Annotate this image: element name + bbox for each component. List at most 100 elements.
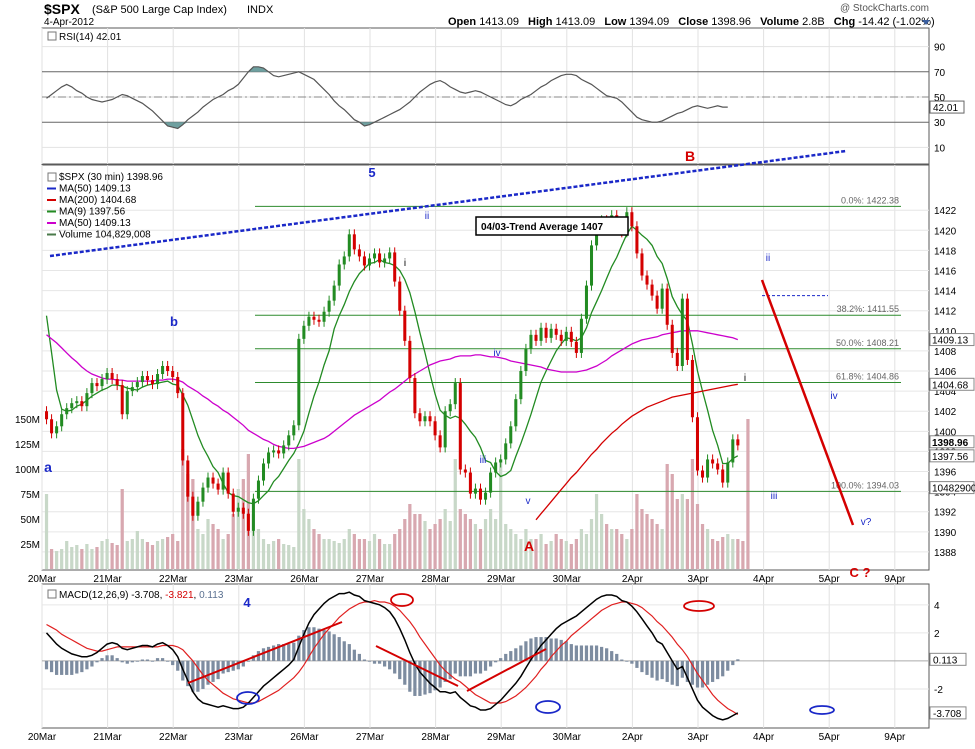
price-bar-body [352,234,356,250]
svg-text:04/03-Trend Average 1407: 04/03-Trend Average 1407 [481,222,604,233]
macd-histogram-bar [120,660,124,663]
macd-histogram-bar [206,660,210,685]
macd-tick-label: 4 [934,601,940,612]
price-bar-body [589,245,594,286]
macd-panel [41,583,930,729]
macd-histogram-bar [337,637,341,661]
price-bar-body [433,421,437,436]
rsi-tick-label: 50 [934,93,946,104]
price-tick-label: 1412 [934,307,957,318]
price-bar-body [484,492,488,500]
macd-histogram-bar [625,660,629,662]
price-bar-body [463,469,467,473]
volume-bar [483,519,488,569]
price-bar-body [90,383,94,394]
fib-label: 38.2%: 1411.55 [837,304,899,314]
macd-histogram-bar [388,660,392,670]
volume-bar [610,529,614,569]
price-bar-body [378,253,382,263]
macd-histogram-bar [559,639,563,661]
macd-histogram-bar [367,660,372,662]
volume-bar [398,529,402,569]
price-tick-label: 1392 [934,508,957,519]
price-bar-body [701,470,705,478]
volume-bar [438,519,442,569]
price-bar-body [408,340,412,379]
rsi-panel [41,27,930,165]
price-bar-body [347,234,351,257]
x-axis-label: 3Apr [687,732,709,743]
price-bar-body [559,334,563,341]
macd-histogram-bar [605,648,609,661]
macd-histogram-bar [282,644,286,661]
price-bar-body [494,462,498,473]
macd-histogram-bar [574,645,578,661]
price-value-tag-label: 1404.68 [932,380,969,391]
volume-bar [160,539,165,569]
x-axis-label: 30Mar [553,574,582,585]
volume-bar [206,519,210,569]
price-tick-label: 1418 [934,246,957,257]
volume-bar [468,519,473,569]
volume-bar [282,544,286,569]
price-bar-body [221,472,225,490]
price-bar-body [171,371,175,378]
price-bar-body [161,365,165,375]
price-bar-body [680,298,684,366]
macd-signal-line [46,599,739,716]
price-bar-body [685,298,689,360]
x-axis-label: 29Mar [487,574,516,585]
price-bar-body [534,334,538,341]
price-bar-body [277,450,281,454]
macd-histogram-bar [110,655,114,661]
price-bar-body [418,413,422,422]
volume-bar [559,539,563,569]
macd-histogram-bar [494,660,498,663]
macd-histogram-bar [569,644,573,661]
macd-histogram-bar [357,653,361,661]
price-bar-body [125,391,129,415]
x-axis-label: 2Apr [622,732,644,743]
price-bar-body [272,450,276,453]
price-bar-body [100,379,104,387]
macd-tick-label: -2 [934,685,943,696]
macd-histogram-bar [90,660,94,667]
macd-histogram-bar [221,660,225,674]
macd-cross-marker [535,700,561,714]
fib-label: 100.0%: 1394.03 [831,480,899,490]
price-bar-body [156,374,160,385]
volume-bar [256,529,261,569]
rsi-legend: RSI(14) 42.01 [47,31,122,43]
chg-dropdown-icon[interactable] [922,20,930,25]
macd-histogram-bar [145,659,150,661]
macd-histogram-bar [690,660,695,685]
macd-histogram-bar [186,660,190,687]
volume-bar [539,534,543,569]
macd-histogram-bar [398,660,402,680]
macd-histogram-bar [483,660,488,671]
price-bar-body [357,249,361,257]
x-axis-label: 23Mar [225,574,254,585]
macd-histogram-bar [322,630,326,661]
volume-bar [302,509,306,569]
macd-histogram-bar [594,645,599,661]
price-bar-body [196,501,200,516]
x-axis-label: 27Mar [356,732,385,743]
price-bar-body [282,445,286,454]
price-bar-body [85,393,89,407]
macd-histogram-bar [362,659,367,661]
price-bar-body [458,383,462,470]
price-bar-body [65,408,69,415]
macd-histogram-bar [519,645,523,661]
volume-tick-label: 150M [15,415,40,426]
x-axis-label: 20Mar [28,732,57,743]
price-tick-label: 1406 [934,367,957,378]
volume-bar [433,524,437,569]
price-bar-body [120,385,124,415]
wave-label: v [526,496,531,507]
price-bar-body [579,318,583,353]
volume-bar [105,539,109,569]
wave-label: ii [766,253,770,264]
macd-histogram-bar [514,648,518,661]
rsi-series [46,66,728,130]
